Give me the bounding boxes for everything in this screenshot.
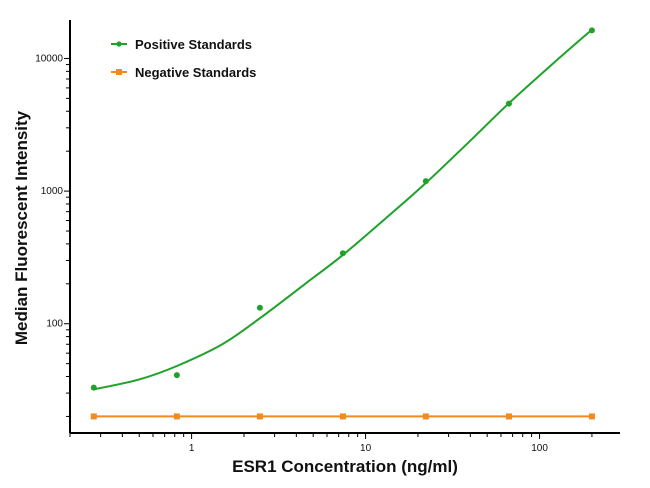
negative-data-point [256,413,263,420]
y-tick-label: 10000 [35,53,63,64]
legend-label-positive: Positive Standards [135,37,252,52]
negative-data-point [588,413,595,420]
x-axis-title: ESR1 Concentration (ng/ml) [232,457,458,476]
negative-data-point [90,413,97,420]
negative-data-point [505,413,512,420]
legend-item-negative: Negative Standards [111,65,256,80]
negative-data-point [422,413,429,420]
y-tick-label: 1000 [41,186,64,197]
negative-data-point [339,413,346,420]
positive-data-point [422,178,429,185]
positive-data-point [173,372,180,379]
legend-marker-positive [116,41,122,47]
y-tick-label: 100 [46,319,63,330]
x-tick-label: 1 [189,443,195,454]
legend-marker-negative [116,69,122,75]
positive-data-point [339,250,346,257]
positive-data-point [90,384,97,391]
legend-label-negative: Negative Standards [135,65,256,80]
x-tick-label: 100 [531,443,548,454]
positive-data-point [588,27,595,34]
y-axis-title: Median Fluorescent Intensity [12,110,31,345]
positive-fit-curve [93,28,593,391]
positive-data-point [505,100,512,107]
negative-data-point [173,413,180,420]
legend-item-positive: Positive Standards [111,37,252,52]
legend: Positive Standards Negative Standards [111,37,256,80]
positive-data-point [256,304,263,311]
x-tick-label: 10 [360,443,372,454]
